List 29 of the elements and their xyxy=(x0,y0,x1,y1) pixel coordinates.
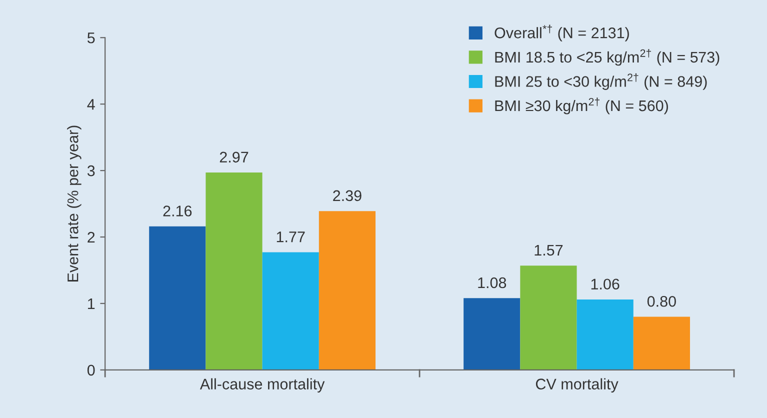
legend-label: Overall$^{*†}$ (N = 2131) xyxy=(494,24,629,42)
bar xyxy=(464,298,520,370)
x-tick-label: All-cause mortality xyxy=(200,378,325,393)
bar xyxy=(576,299,634,370)
legend-label: BMI 18.5 to <25 kg/m$^{2†}$ (N = 573) xyxy=(495,49,720,66)
bar xyxy=(520,266,577,370)
bar xyxy=(633,316,690,370)
x-tick-label: CV mortality xyxy=(536,378,618,393)
bar xyxy=(318,211,376,370)
bar xyxy=(149,226,206,370)
legend-label: BMI ≥30 kg/m$^{2†}$ (N = 560) xyxy=(495,98,668,114)
bar xyxy=(206,172,262,370)
legend-label: BMI 25 to <30 kg/m$^{2†}$ (N = 849) xyxy=(495,73,707,90)
bar xyxy=(262,252,319,370)
y-tick-label: 4 xyxy=(87,99,95,110)
y-tick-label: 5 xyxy=(87,32,95,44)
data-label: 2.39 xyxy=(333,190,362,202)
data-label: 1.77 xyxy=(276,232,305,242)
y-tick-label: 1 xyxy=(88,298,95,310)
y-tick-label: 2 xyxy=(88,232,95,243)
data-label: 0.80 xyxy=(647,296,676,307)
y-tick-label: 0 xyxy=(87,364,95,376)
data-label: 1.57 xyxy=(534,244,563,256)
data-label: 1.08 xyxy=(478,277,506,288)
data-label: 2.97 xyxy=(220,152,248,163)
data-label: 2.16 xyxy=(163,206,192,216)
data-label: 1.06 xyxy=(591,278,620,290)
y-tick-label: 3 xyxy=(87,165,95,176)
y-axis-title: Event rate (% per year) xyxy=(67,126,82,282)
